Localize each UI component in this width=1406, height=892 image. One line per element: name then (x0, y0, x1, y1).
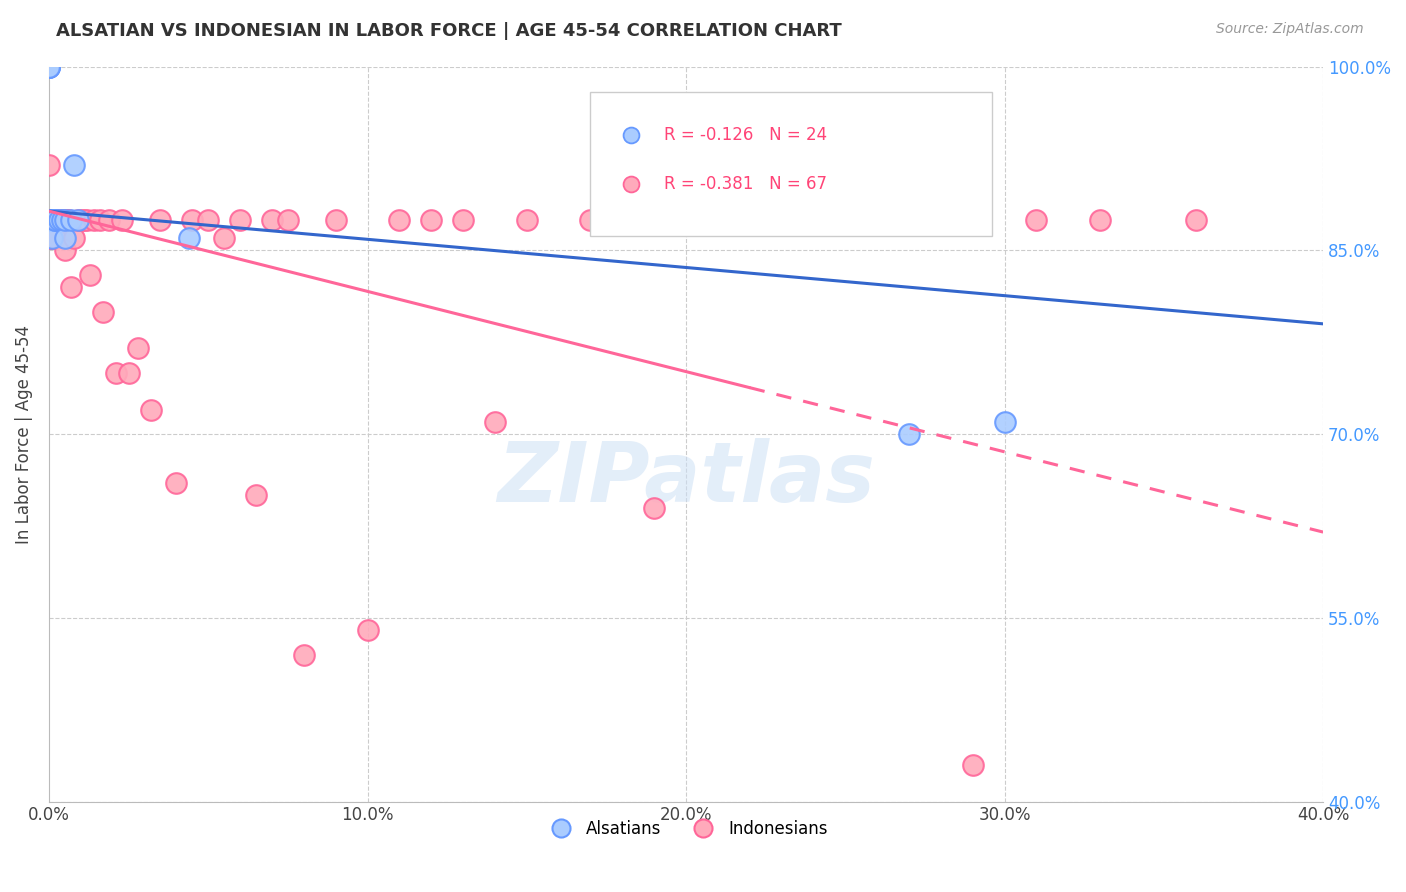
Point (44, 212, 66, 227)
Point (44, 212, 66, 227)
Point (83, 212, 105, 227)
Point (38, 60, 60, 74)
Point (73, 212, 96, 227)
Point (41, 231, 63, 245)
Point (356, 623, 378, 637)
Point (53, 231, 76, 245)
Text: R = -0.381   N = 67: R = -0.381 N = 67 (665, 175, 827, 194)
Point (277, 212, 299, 227)
Point (38, 231, 60, 245)
Point (66, 212, 89, 227)
Point (51, 212, 73, 227)
Point (56, 212, 79, 227)
Point (738, 212, 761, 227)
Point (197, 212, 219, 227)
Point (579, 212, 602, 227)
Point (38, 231, 60, 245)
Point (38, 212, 60, 227)
Point (111, 212, 134, 227)
Point (48, 212, 70, 227)
Point (139, 402, 162, 417)
Point (41, 231, 63, 245)
Point (38, 212, 60, 227)
Text: Source: ZipAtlas.com: Source: ZipAtlas.com (1216, 22, 1364, 37)
FancyBboxPatch shape (591, 93, 991, 235)
Point (212, 231, 235, 245)
Point (38, 60, 60, 74)
Point (66, 212, 89, 227)
Y-axis label: In Labor Force | Age 45-54: In Labor Force | Age 45-54 (15, 325, 32, 543)
Point (48, 212, 70, 227)
Point (60, 280, 83, 294)
Text: ALSATIAN VS INDONESIAN IN LABOR FORCE | AGE 45-54 CORRELATION CHART: ALSATIAN VS INDONESIAN IN LABOR FORCE | … (56, 22, 842, 40)
Point (484, 415, 506, 429)
Point (388, 212, 411, 227)
Point (643, 500, 665, 515)
Point (245, 488, 267, 502)
Point (994, 415, 1017, 429)
Point (165, 476, 187, 491)
Point (91, 304, 114, 318)
Point (56, 212, 79, 227)
Point (53, 212, 76, 227)
Point (89, 212, 111, 227)
Point (44, 212, 66, 227)
Point (63, 231, 86, 245)
Point (1184, 212, 1206, 227)
Point (41, 212, 63, 227)
Point (41, 212, 63, 227)
Point (63, 158, 86, 172)
Point (229, 212, 252, 227)
Point (962, 757, 984, 772)
Point (292, 648, 315, 662)
Point (53, 212, 76, 227)
Point (149, 212, 172, 227)
Point (1025, 212, 1047, 227)
Point (38, 60, 60, 74)
Point (76, 212, 98, 227)
Point (38, 158, 60, 172)
Point (104, 366, 127, 380)
Point (48, 212, 70, 227)
Point (69, 212, 91, 227)
Point (44, 231, 66, 245)
Point (98, 212, 121, 227)
Point (41, 212, 63, 227)
Point (117, 366, 139, 380)
Point (38, 231, 60, 245)
Point (41, 212, 63, 227)
Point (260, 212, 283, 227)
Point (127, 342, 149, 356)
Point (1088, 212, 1111, 227)
Legend: Alsatians, Indonesians: Alsatians, Indonesians (537, 814, 834, 845)
Point (38, 60, 60, 74)
Point (516, 212, 538, 227)
Point (41, 231, 63, 245)
Point (51, 212, 73, 227)
Point (325, 212, 347, 227)
Point (41, 212, 63, 227)
Point (420, 212, 443, 227)
Text: ZIPatlas: ZIPatlas (498, 438, 875, 518)
Point (181, 212, 204, 227)
Point (53, 244, 76, 258)
Point (51, 212, 73, 227)
Point (38, 212, 60, 227)
Point (451, 212, 474, 227)
Point (60, 212, 83, 227)
Point (44, 212, 66, 227)
Point (898, 427, 921, 442)
Point (179, 231, 201, 245)
Point (79, 268, 101, 282)
Text: R = -0.126   N = 24: R = -0.126 N = 24 (665, 126, 828, 144)
